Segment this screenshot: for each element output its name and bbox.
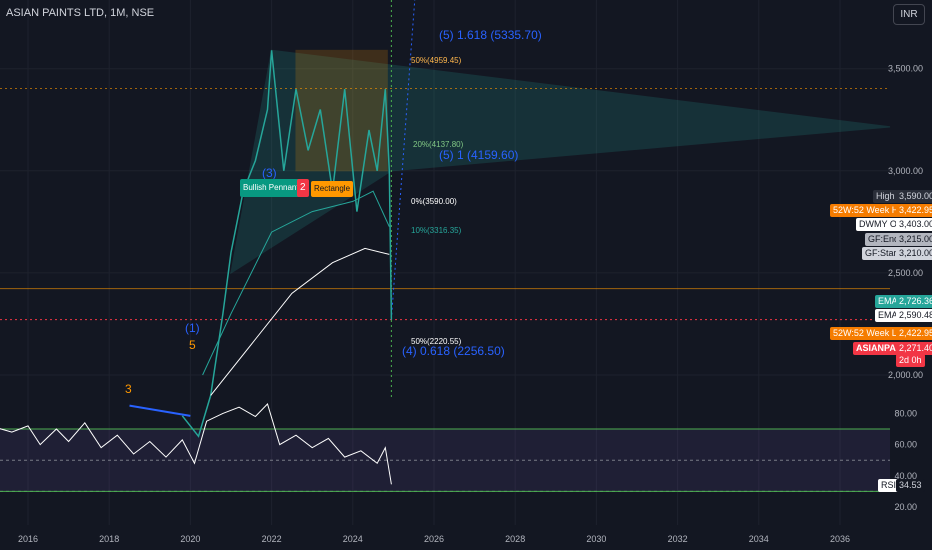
time-tick-label: 2020 (180, 534, 200, 544)
rsi-tick-label: 80.00 (894, 408, 917, 418)
fib-10-label: 10%(3316.35) (411, 226, 462, 235)
time-tick-label: 2034 (749, 534, 769, 544)
currency-button[interactable]: INR (893, 4, 925, 25)
high-value: 3,590.00 (896, 190, 932, 203)
fib-50-bottom-label: 50%(2220.55) (411, 337, 462, 346)
ema1-value: 2,726.36 (896, 295, 932, 308)
wave-2-tag[interactable]: 2 (297, 179, 309, 197)
time-tick-label: 2032 (668, 534, 688, 544)
ema1-label: EMA (875, 295, 901, 308)
wave-3-small-label: 3 (125, 382, 132, 396)
fib-1-label: (5) 1 (4159.60) (439, 148, 519, 162)
price-tick-label: 2,000.00 (888, 370, 923, 380)
wave-projection (390, 0, 416, 320)
rsi-value: 34.53 (896, 479, 925, 492)
w52-high-label: 52W:52 Week High (830, 204, 914, 217)
dwmy-label: DWMY O:Y (856, 218, 909, 231)
rsi-label: RSI (878, 479, 900, 492)
gf-end-label: GF:End (865, 233, 903, 246)
ema2-value: 2,590.48 (896, 309, 932, 322)
high-label: High (873, 190, 898, 203)
price-tick-label: 3,000.00 (888, 166, 923, 176)
price-line (181, 50, 393, 438)
rsi-tick-label: 60.00 (894, 440, 917, 450)
w52-high-value: 3,422.95 (896, 204, 932, 217)
wave-3-top-label: (3) (262, 166, 277, 180)
rsi-tick-label: 40.00 (894, 471, 917, 481)
ema2-label: EMA (875, 309, 901, 322)
fib-20-label: 20%(4137.80) (413, 140, 464, 149)
price-tick-label: 2,500.00 (888, 268, 923, 278)
time-tick-label: 2036 (830, 534, 850, 544)
w52-low-value: 2,422.95 (896, 327, 932, 340)
time-tick-label: 2026 (424, 534, 444, 544)
axes: 2,000.002,500.003,000.003,500.004,000.00… (18, 64, 923, 544)
grid (0, 0, 890, 525)
fib-0-label: 0%(3590.00) (411, 197, 457, 206)
symbol-value: 2,271.40 (896, 342, 932, 355)
dwmy-value: 3,403.00 (896, 218, 932, 231)
wave-5-label: 5 (189, 338, 196, 352)
rectangle-tag[interactable]: Rectangle (311, 181, 354, 197)
gf-start-value: 3,210.00 (896, 247, 932, 260)
chart-title: ASIAN PAINTS LTD, 1M, NSE (6, 7, 155, 19)
rsi-panel (0, 403, 890, 492)
ema-slow-line (210, 247, 390, 396)
time-tick-label: 2024 (343, 534, 363, 544)
price-tick-label: 3,500.00 (888, 64, 923, 74)
bullish-pennant-tag[interactable]: Bullish Pennant (240, 179, 302, 197)
symbol-countdown: 2d 0h (896, 354, 925, 367)
fib-1618-label: (5) 1.618 (5335.70) (439, 28, 542, 42)
fib-50-top-label: 50%(4959.45) (411, 56, 462, 65)
time-tick-label: 2030 (586, 534, 606, 544)
wave-1-label: (1) (185, 321, 200, 335)
rsi-tick-label: 20.00 (894, 502, 917, 512)
time-tick-label: 2016 (18, 534, 38, 544)
gf-end-value: 3,215.00 (896, 233, 932, 246)
time-tick-label: 2022 (262, 534, 282, 544)
ema-fast-line (202, 190, 390, 376)
time-tick-label: 2028 (505, 534, 525, 544)
fib-0618-label: (4) 0.618 (2256.50) (402, 344, 505, 358)
w52-low-label: 52W:52 Week Low (830, 327, 912, 340)
rsi-line (0, 403, 392, 485)
gf-start-label: GF:Start (862, 247, 903, 260)
wave-3-trend (129, 404, 191, 417)
price-panel (181, 50, 393, 438)
time-tick-label: 2018 (99, 534, 119, 544)
